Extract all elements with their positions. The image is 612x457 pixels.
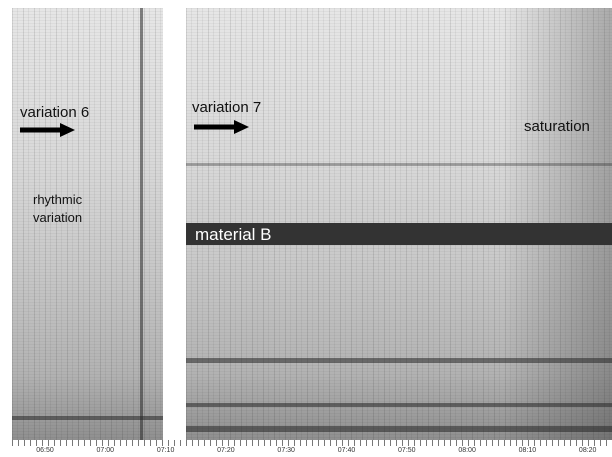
time-tick-label: 07:20 bbox=[217, 447, 235, 454]
time-axis bbox=[12, 440, 612, 446]
time-tick-label: 07:40 bbox=[337, 447, 356, 454]
time-tick-label: 07:00 bbox=[96, 447, 115, 454]
time-tick-label: 06:50 bbox=[36, 447, 54, 454]
time-tick-label: 08:00 bbox=[458, 447, 476, 454]
annotation: variation 6 bbox=[20, 104, 90, 121]
annotation: variation 7 bbox=[192, 99, 262, 116]
material-band: material B bbox=[186, 223, 612, 245]
time-tick-label: 07:50 bbox=[398, 447, 416, 454]
band bbox=[186, 403, 612, 407]
material-label: material B bbox=[195, 225, 272, 244]
arrow bbox=[194, 120, 249, 134]
spectrogram-left bbox=[12, 8, 163, 440]
band bbox=[140, 8, 143, 440]
band bbox=[186, 426, 612, 432]
time-tick-label: 08:20 bbox=[578, 447, 597, 454]
time-tick-label: 08:10 bbox=[518, 447, 537, 454]
band bbox=[12, 416, 163, 420]
band bbox=[186, 358, 612, 363]
time-tick-label: 07:10 bbox=[156, 447, 175, 454]
time-tick-label: 07:30 bbox=[277, 447, 295, 454]
arrow bbox=[20, 123, 75, 137]
annotation: rhythmic bbox=[33, 192, 83, 207]
annotation: variation bbox=[33, 210, 83, 225]
annotation: saturation bbox=[524, 118, 590, 135]
band bbox=[186, 163, 612, 166]
